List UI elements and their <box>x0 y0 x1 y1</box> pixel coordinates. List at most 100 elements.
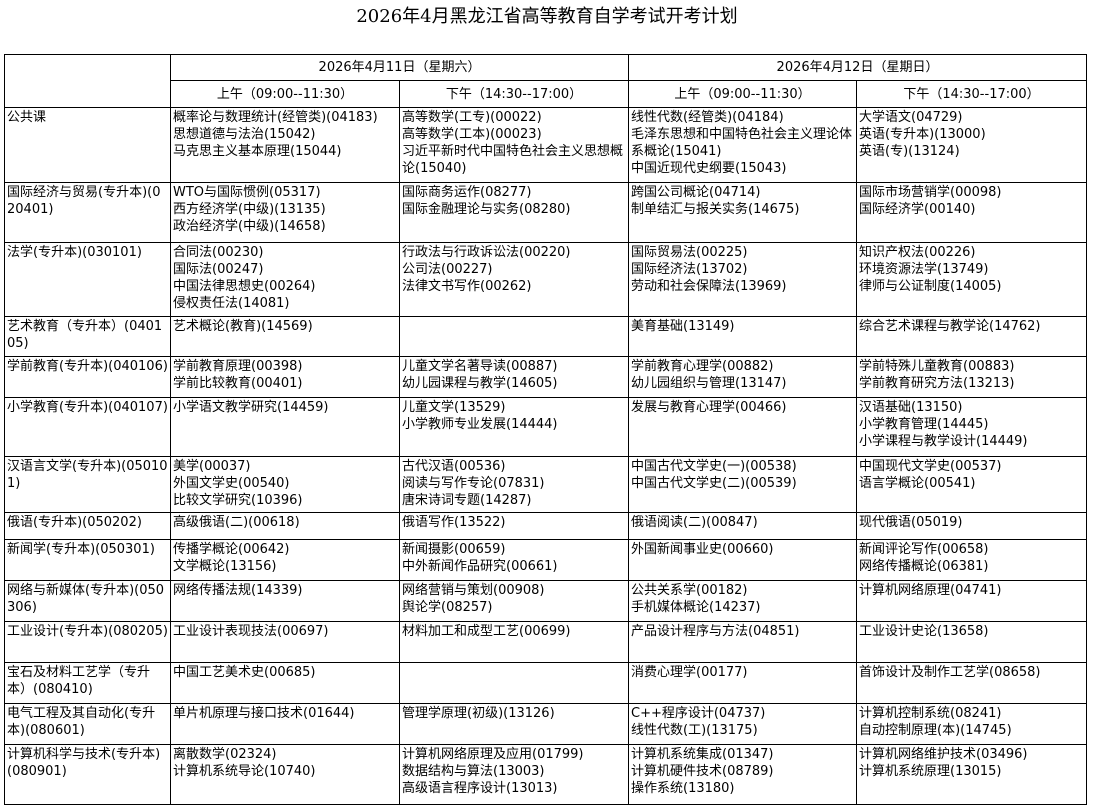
table-row: 小学教育(专升本)(040107) 小学语文教学研究(14459) 儿童文学(135… <box>4 397 1087 457</box>
major-cell: 小学教育(专升本)(040107) <box>4 397 171 457</box>
course-item: 政治经济学(中级)(14658) <box>173 219 326 234</box>
course-item: 数据结构与算法(13003) <box>402 764 545 779</box>
page-title: 2026年4月黑龙江省高等教育自学考试开考计划 <box>356 6 738 27</box>
exam-cell: 计算机网络原理(04741) <box>856 580 1087 622</box>
table-row: 公共课 概率论与数理统计(经管类)(04183) 思想道德与法治(15042) 马克思… <box>4 107 1087 183</box>
exam-cell: 儿童文学名著导读(00887) 幼儿园课程与教学(14605) <box>399 356 629 398</box>
exam-cell: 网络传播法规(14339) <box>170 580 400 622</box>
course-item: 阅读与写作专论(07831) <box>402 476 545 491</box>
course-item: 公司法(00227) <box>402 262 493 277</box>
course-item: 计算机控制系统(08241) <box>859 706 1002 721</box>
course-item: 计算机系统原理(13015) <box>859 764 1002 779</box>
course-item: 俄语阅读(二)(00847) <box>631 515 758 530</box>
exam-cell: 网络营销与策划(00908) 舆论学(08257) <box>399 580 629 622</box>
course-item: 马克思主义基本原理(15044) <box>173 144 342 159</box>
course-item: 工业设计表现技法(00697) <box>173 624 329 639</box>
course-item: 学前比较教育(00401) <box>173 376 303 391</box>
course-item: 幼儿园课程与教学(14605) <box>402 376 558 391</box>
exam-cell: 中国古代文学史(一)(00538) 中国古代文学史(二)(00539) <box>628 456 857 513</box>
exam-cell: 小学语文教学研究(14459) <box>170 397 400 457</box>
table-row: 计算机科学与技术(专升本)(080901) 离散数学(02324) 计算机系统导论(… <box>4 744 1087 805</box>
course-item: 英语(专升本)(13000) <box>859 127 986 142</box>
exam-cell: 古代汉语(00536) 阅读与写作专论(07831) 唐宋诗词专题(14287) <box>399 456 629 513</box>
exam-cell: 俄语写作(13522) <box>399 512 629 540</box>
course-item: 幼儿园组织与管理(13147) <box>631 376 787 391</box>
major-cell: 网络与新媒体(专升本)(050306) <box>4 580 171 622</box>
exam-cell: 美育基础(13149) <box>628 316 857 357</box>
major-cell: 公共课 <box>4 107 171 183</box>
day-header: 2026年4月12日（星期日） <box>628 54 1087 81</box>
course-item: 工业设计史论(13658) <box>859 624 989 639</box>
course-item: 侵权责任法(14081) <box>173 296 290 311</box>
table-row: 国际经济与贸易(专升本)(020401) WTO与国际惯例(05317) 西方经济学… <box>4 182 1087 243</box>
course-item: 发展与教育心理学(00466) <box>631 400 787 415</box>
major-cell: 俄语(专升本)(050202) <box>4 512 171 540</box>
course-item: 操作系统(13180) <box>631 781 735 796</box>
course-item: 首饰设计及制作工艺学(08658) <box>859 665 1041 680</box>
course-item: 学前教育研究方法(13213) <box>859 376 1015 391</box>
major-cell: 艺术教育（专升本）(040105) <box>4 316 171 357</box>
exam-cell: 行政法与行政诉讼法(00220) 公司法(00227) 法律文书写作(00262) <box>399 242 629 317</box>
course-item: WTO与国际惯例(05317) <box>173 185 321 200</box>
exam-cell: 材料加工和成型工艺(00699) <box>399 621 629 663</box>
course-item: 中外新闻作品研究(00661) <box>402 559 558 574</box>
course-item: 计算机系统导论(10740) <box>173 764 316 779</box>
course-item: 环境资源法学(13749) <box>859 262 989 277</box>
course-item: 毛泽东思想和中国特色社会主义理论体系概论(15041) <box>631 127 853 159</box>
table-row: 学前教育(专升本)(040106) 学前教育原理(00398) 学前比较教育(004… <box>4 356 1087 398</box>
major-cell: 法学(专升本)(030101) <box>4 242 171 317</box>
course-item: 材料加工和成型工艺(00699) <box>402 624 571 639</box>
table-row: 宝石及材料工艺学（专升本）(080410) 中国工艺美术史(00685) 消费心理学… <box>4 662 1087 704</box>
course-item: 新闻摄影(00659) <box>402 542 506 557</box>
course-item: 高级俄语(二)(00618) <box>173 515 300 530</box>
exam-cell: 新闻摄影(00659) 中外新闻作品研究(00661) <box>399 539 629 581</box>
corner-header-cell <box>4 54 171 108</box>
course-item: 外国文学史(00540) <box>173 476 290 491</box>
exam-cell: 儿童文学(13529) 小学教师专业发展(14444) <box>399 397 629 457</box>
exam-cell: 知识产权法(00226) 环境资源法学(13749) 律师与公证制度(14005) <box>856 242 1087 317</box>
course-item: 国际经济法(13702) <box>631 262 748 277</box>
course-item: 儿童文学(13529) <box>402 400 506 415</box>
course-item: 儿童文学名著导读(00887) <box>402 359 558 374</box>
course-item: 跨国公司概论(04714) <box>631 185 761 200</box>
exam-cell: 高等数学(工专)(00022) 高等数学(工本)(00023) 习近平新时代中国特色… <box>399 107 629 183</box>
course-item: 高级语言程序设计(13013) <box>402 781 558 796</box>
table-row: 俄语(专升本)(050202) 高级俄语(二)(00618) 俄语写作(13522)… <box>4 512 1087 540</box>
course-item: 网络传播法规(14339) <box>173 583 303 598</box>
exam-cell: 工业设计史论(13658) <box>856 621 1087 663</box>
exam-cell: WTO与国际惯例(05317) 西方经济学(中级)(13135) 政治经济学(中级)… <box>170 182 400 243</box>
exam-cell: 工业设计表现技法(00697) <box>170 621 400 663</box>
major-cell: 宝石及材料工艺学（专升本）(080410) <box>4 662 171 704</box>
course-item: 艺术概论(教育)(14569) <box>173 319 313 334</box>
course-item: 知识产权法(00226) <box>859 245 976 260</box>
course-item: 中国近现代史纲要(15043) <box>631 161 787 176</box>
exam-cell: 公共关系学(00182) 手机媒体概论(14237) <box>628 580 857 622</box>
major-cell: 计算机科学与技术(专升本)(080901) <box>4 744 171 805</box>
course-item: 法律文书写作(00262) <box>402 279 532 294</box>
major-cell: 汉语言文学(专升本)(050101) <box>4 456 171 513</box>
table-row: 工业设计(专升本)(080205) 工业设计表现技法(00697) 材料加工和成型工… <box>4 621 1087 663</box>
exam-cell: 学前教育原理(00398) 学前比较教育(00401) <box>170 356 400 398</box>
course-item: 制单结汇与报关实务(14675) <box>631 202 800 217</box>
course-item: 中国现代文学史(00537) <box>859 459 1002 474</box>
exam-cell: 中国工艺美术史(00685) <box>170 662 400 704</box>
exam-cell: 跨国公司概论(04714) 制单结汇与报关实务(14675) <box>628 182 857 243</box>
exam-cell: 国际市场营销学(00098) 国际经济学(00140) <box>856 182 1087 243</box>
course-item: 美育基础(13149) <box>631 319 735 334</box>
exam-cell: 单片机原理与接口技术(01644) <box>170 703 400 745</box>
course-item: 计算机硬件技术(08789) <box>631 764 774 779</box>
course-item: 计算机网络原理及应用(01799) <box>402 747 584 762</box>
course-item: 计算机网络原理(04741) <box>859 583 1002 598</box>
course-item: 语言学概论(00541) <box>859 476 976 491</box>
course-item: 汉语基础(13150) <box>859 400 963 415</box>
exam-cell: 计算机系统集成(01347) 计算机硬件技术(08789) 操作系统(13180) <box>628 744 857 805</box>
table-row: 电气工程及其自动化(专升本)(080601) 单片机原理与接口技术(01644) 管… <box>4 703 1087 745</box>
course-item: 计算机网络维护技术(03496) <box>859 747 1028 762</box>
course-item: 高等数学(工本)(00023) <box>402 127 542 142</box>
exam-cell: 产品设计程序与方法(04851) <box>628 621 857 663</box>
exam-cell: 首饰设计及制作工艺学(08658) <box>856 662 1087 704</box>
course-item: 自动控制原理(本)(14745) <box>859 723 1012 738</box>
exam-cell: 外国新闻事业史(00660) <box>628 539 857 581</box>
major-cell: 工业设计(专升本)(080205) <box>4 621 171 663</box>
exam-cell: 计算机网络维护技术(03496) 计算机系统原理(13015) <box>856 744 1087 805</box>
